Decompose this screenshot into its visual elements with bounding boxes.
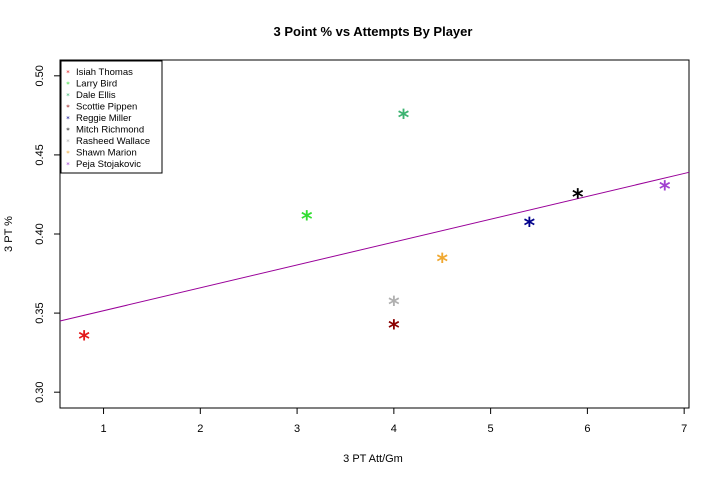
data-point: * — [572, 185, 584, 210]
legend-marker: * — [66, 92, 70, 100]
y-tick-label: 0.45 — [34, 144, 46, 165]
data-point: * — [301, 207, 313, 232]
data-point: * — [78, 328, 90, 353]
legend-marker: * — [66, 115, 70, 123]
x-tick-label: 5 — [488, 423, 494, 435]
y-axis-label: 3 PT % — [3, 216, 15, 252]
trend-line — [59, 171, 690, 322]
legend-marker: * — [66, 127, 70, 135]
legend: * Isiah Thomas * Larry Bird * Dale Ellis * Scot… — [60, 60, 163, 174]
legend-label: Isiah Thomas — [76, 67, 133, 78]
data-point: * — [388, 317, 400, 342]
legend-label: Rasheed Wallace — [76, 136, 150, 147]
legend-marker: * — [66, 69, 70, 77]
data-point: * — [524, 214, 536, 239]
y-tick-label: 0.40 — [34, 223, 46, 244]
x-tick-label: 4 — [391, 423, 397, 435]
y-tick-label: 0.50 — [34, 65, 46, 86]
x-tick-label: 6 — [584, 423, 590, 435]
data-points: ********* — [78, 106, 671, 352]
data-point: * — [398, 106, 410, 131]
legend-label: Peja Stojakovic — [76, 159, 141, 170]
legend-label: Reggie Miller — [76, 113, 131, 124]
legend-marker: * — [66, 81, 70, 89]
legend-label: Shawn Marion — [76, 148, 137, 159]
x-tick-label: 7 — [681, 423, 687, 435]
legend-marker: * — [66, 138, 70, 146]
legend-marker: * — [66, 150, 70, 158]
x-tick-label: 1 — [100, 423, 106, 435]
legend-label: Scottie Pippen — [76, 102, 137, 113]
legend-label: Larry Bird — [76, 79, 117, 90]
legend-label: Mitch Richmond — [76, 125, 144, 136]
x-axis: 1 2 3 4 5 6 7 — [100, 408, 687, 435]
chart-title: 3 Point % vs Attempts By Player — [274, 24, 473, 39]
y-axis: 0.30 0.35 0.40 0.45 0.50 — [34, 65, 60, 403]
y-tick-label: 0.30 — [34, 381, 46, 402]
data-point: * — [436, 250, 448, 275]
legend-marker: * — [66, 104, 70, 112]
data-point: * — [388, 293, 400, 318]
data-point: * — [659, 177, 671, 202]
x-tick-label: 2 — [197, 423, 203, 435]
x-axis-label: 3 PT Att/Gm — [343, 453, 403, 465]
legend-label: Dale Ellis — [76, 90, 116, 101]
legend-box — [60, 60, 163, 174]
y-tick-label: 0.35 — [34, 302, 46, 323]
x-tick-label: 3 — [294, 423, 300, 435]
legend-marker: * — [66, 161, 70, 169]
